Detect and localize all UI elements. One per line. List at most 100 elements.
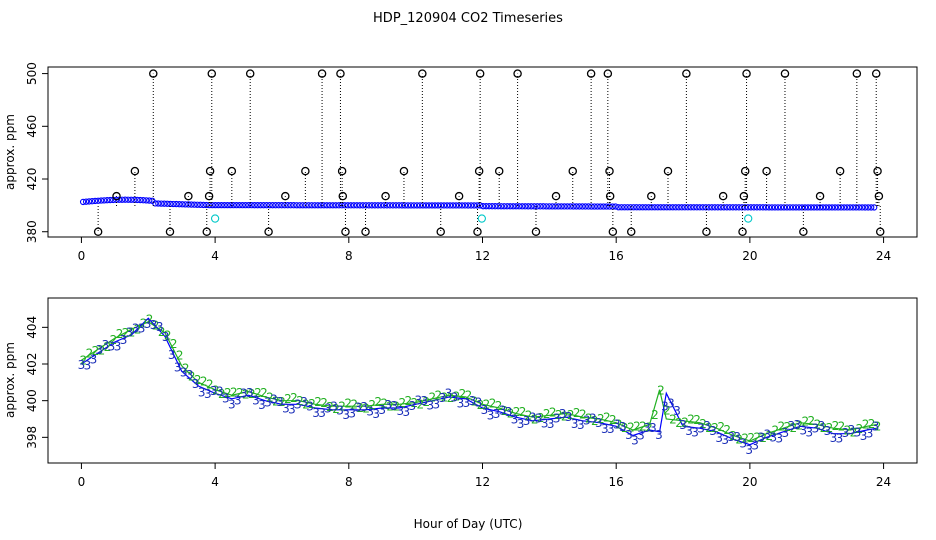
top-baseline-point <box>588 203 595 210</box>
series-2-label-mark: 2 <box>477 398 485 412</box>
series-3-label-mark: 3 <box>727 430 735 444</box>
top-baseline-point <box>269 202 276 209</box>
top-baseline-point <box>765 204 773 211</box>
top-baseline-point <box>422 202 430 209</box>
series-2-label-mark: 2 <box>483 398 491 412</box>
top-outlier-point <box>531 227 541 236</box>
top-baseline-point <box>504 203 511 210</box>
top-baseline-point <box>834 204 842 211</box>
series-3-label-mark: 3 <box>138 321 146 335</box>
top-baseline-point <box>654 204 661 211</box>
top-baseline-point <box>801 204 809 211</box>
series-2-label-mark: 2 <box>651 408 659 422</box>
top-baseline-point <box>275 202 282 209</box>
series-2-label-mark: 2 <box>374 395 382 409</box>
top-baseline-point <box>233 201 240 209</box>
top-baseline-point <box>723 204 730 211</box>
top-baseline-point <box>305 202 312 209</box>
series-2-label-mark: 2 <box>356 401 364 415</box>
top-panel: 0 4 8 12 16 20 24 380 420 460 500 approx. ppm <box>3 62 918 263</box>
top-baseline-point <box>630 204 637 211</box>
series-3-label-mark: 3 <box>162 330 170 344</box>
top-baseline-point <box>170 200 177 208</box>
series-2-label-mark: 2 <box>92 344 100 358</box>
series-2-label-mark: 2 <box>645 421 653 435</box>
series-2-label-mark: 2 <box>128 326 136 340</box>
top-cyan-point <box>210 214 220 223</box>
series-2-label-mark: 2 <box>657 384 665 398</box>
top-baseline-point <box>597 203 604 210</box>
series-2-label-mark: 2 <box>693 413 701 427</box>
top-baseline-point <box>419 202 427 209</box>
top-outlier-point <box>682 69 691 78</box>
series-3-label-mark: 3 <box>276 395 284 409</box>
series-3-label-mark: 3 <box>150 318 158 332</box>
top-outlier-point <box>317 69 327 78</box>
series-3-label-mark: 3 <box>402 405 410 419</box>
series-2-label-mark: 2 <box>814 418 822 432</box>
top-baseline-point <box>810 204 818 211</box>
bottom-x-tick-label: 12 <box>475 475 490 489</box>
series-3-label-mark: 3 <box>342 408 350 422</box>
top-outlier-point <box>603 69 613 78</box>
series-3-label-mark: 3 <box>306 399 314 413</box>
top-outlier-point <box>513 69 522 78</box>
top-outlier-point <box>264 227 273 236</box>
top-baseline-point <box>179 201 186 208</box>
top-baseline-point <box>780 204 788 211</box>
series-3-label-mark: 3 <box>354 401 362 415</box>
top-baseline-point <box>191 201 198 208</box>
series-3-label-mark: 3 <box>378 403 386 417</box>
top-baseline-point <box>618 204 625 211</box>
top-baseline-point <box>678 204 685 211</box>
series-2-label-mark: 2 <box>218 387 226 401</box>
top-baseline-point <box>296 202 303 209</box>
top-baseline-point <box>546 203 553 210</box>
top-baseline-point <box>603 203 610 210</box>
top-baseline-point <box>783 204 791 211</box>
top-baseline-point <box>311 202 318 209</box>
top-outlier-point <box>780 69 790 78</box>
top-baseline-point <box>549 203 556 210</box>
series-3-label-mark: 3 <box>812 422 820 436</box>
top-baseline-point <box>230 201 237 209</box>
series-3-label-mark: 3 <box>601 422 609 436</box>
series-3-label-mark: 3 <box>625 428 633 442</box>
series-3-label-mark: 3 <box>324 401 332 415</box>
series-2-label-mark: 2 <box>206 378 214 392</box>
top-baseline-point <box>552 203 559 210</box>
series-2-label-mark: 2 <box>717 420 725 434</box>
top-baseline-point <box>380 202 388 209</box>
top-baseline-point <box>407 202 415 209</box>
series-2-label-mark: 2 <box>549 406 557 420</box>
top-baseline-point <box>88 198 96 205</box>
series-3-label-mark: 3 <box>745 443 753 457</box>
series-3-label-mark: 3 <box>396 404 404 418</box>
series-2-label-mark: 2 <box>489 396 497 410</box>
series-2-label-mark: 2 <box>266 390 274 404</box>
top-baseline-point <box>356 202 363 209</box>
top-baseline-point <box>440 202 448 209</box>
series-2-line <box>81 321 878 442</box>
top-baseline-point <box>359 202 366 209</box>
top-baseline-point <box>807 204 815 211</box>
top-baseline-point <box>392 202 400 209</box>
series-3-label-mark: 3 <box>595 416 603 430</box>
top-outlier-point <box>418 69 427 78</box>
top-baseline-point <box>161 200 168 207</box>
top-baseline-point <box>449 202 457 209</box>
series-2-label-mark: 2 <box>404 394 412 408</box>
top-baseline-point <box>573 203 580 210</box>
top-baseline-point <box>185 201 192 208</box>
series-3-label-mark: 3 <box>246 386 254 400</box>
series-2-label-mark: 2 <box>561 410 569 424</box>
series-3-label-mark: 3 <box>511 412 519 426</box>
series-3-label-mark: 3 <box>751 438 759 452</box>
series-2-label-mark: 2 <box>531 413 539 427</box>
top-baseline-point <box>278 202 285 209</box>
series-3-label-mark: 3 <box>192 377 200 391</box>
top-baseline-point <box>868 204 875 211</box>
top-baseline-point <box>353 202 360 209</box>
series-2-label-mark: 2 <box>224 386 232 400</box>
series-2-label-mark: 2 <box>765 429 773 443</box>
